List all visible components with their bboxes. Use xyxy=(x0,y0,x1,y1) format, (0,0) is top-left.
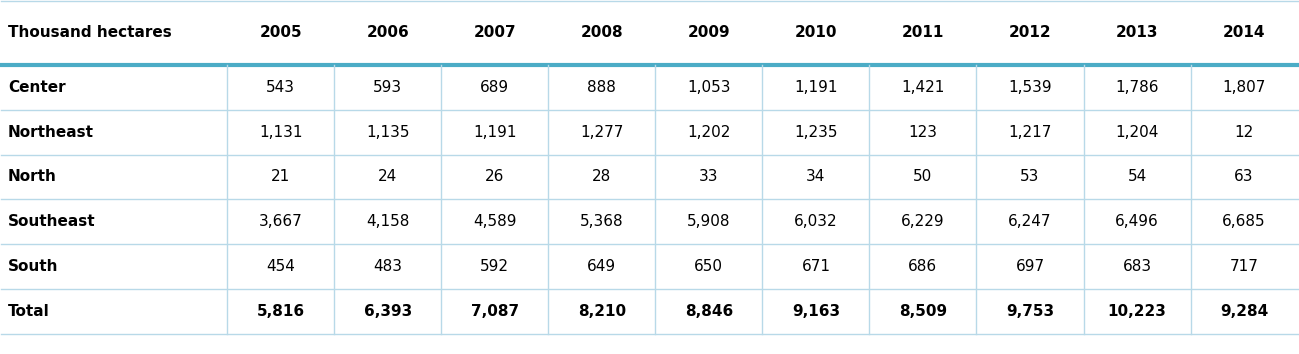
Text: 1,235: 1,235 xyxy=(794,125,838,139)
Text: Southeast: Southeast xyxy=(8,215,95,229)
Text: 1,191: 1,191 xyxy=(794,80,838,95)
Text: 6,393: 6,393 xyxy=(364,304,412,319)
Text: 9,753: 9,753 xyxy=(1005,304,1053,319)
Text: 671: 671 xyxy=(801,259,830,274)
Text: 1,053: 1,053 xyxy=(687,80,730,95)
Text: 650: 650 xyxy=(695,259,724,274)
Text: 26: 26 xyxy=(485,170,504,184)
Text: 1,131: 1,131 xyxy=(259,125,303,139)
Text: 683: 683 xyxy=(1122,259,1152,274)
Text: 8,846: 8,846 xyxy=(685,304,733,319)
Text: 54: 54 xyxy=(1128,170,1147,184)
Text: 483: 483 xyxy=(373,259,403,274)
Text: 53: 53 xyxy=(1020,170,1039,184)
Text: 2008: 2008 xyxy=(581,25,624,40)
Text: 697: 697 xyxy=(1016,259,1044,274)
Text: 649: 649 xyxy=(587,259,616,274)
Text: 1,786: 1,786 xyxy=(1116,80,1159,95)
Text: 2005: 2005 xyxy=(260,25,301,40)
Text: 2010: 2010 xyxy=(795,25,837,40)
Text: 1,421: 1,421 xyxy=(902,80,944,95)
Text: 1,204: 1,204 xyxy=(1116,125,1159,139)
Text: 21: 21 xyxy=(271,170,290,184)
Text: 1,191: 1,191 xyxy=(473,125,517,139)
Text: 2006: 2006 xyxy=(366,25,409,40)
Text: 1,539: 1,539 xyxy=(1008,80,1052,95)
Text: 689: 689 xyxy=(481,80,509,95)
Text: 543: 543 xyxy=(266,80,295,95)
Text: 9,163: 9,163 xyxy=(792,304,840,319)
Text: 6,247: 6,247 xyxy=(1008,215,1052,229)
Text: Total: Total xyxy=(8,304,49,319)
Text: 5,816: 5,816 xyxy=(257,304,305,319)
Text: 454: 454 xyxy=(266,259,295,274)
Text: 6,229: 6,229 xyxy=(902,215,944,229)
Text: Northeast: Northeast xyxy=(8,125,94,139)
Text: 5,368: 5,368 xyxy=(579,215,624,229)
Text: 10,223: 10,223 xyxy=(1108,304,1167,319)
Text: 63: 63 xyxy=(1234,170,1254,184)
Text: 2009: 2009 xyxy=(687,25,730,40)
Text: 123: 123 xyxy=(908,125,938,139)
Text: 4,589: 4,589 xyxy=(473,215,517,229)
Text: 1,135: 1,135 xyxy=(366,125,409,139)
Text: 9,284: 9,284 xyxy=(1220,304,1268,319)
Text: 33: 33 xyxy=(699,170,718,184)
Text: 8,210: 8,210 xyxy=(578,304,626,319)
Text: 2007: 2007 xyxy=(473,25,516,40)
Text: 50: 50 xyxy=(913,170,933,184)
Text: 2014: 2014 xyxy=(1222,25,1265,40)
Text: 8,509: 8,509 xyxy=(899,304,947,319)
Text: 1,202: 1,202 xyxy=(687,125,730,139)
Text: 6,496: 6,496 xyxy=(1115,215,1159,229)
Text: 7,087: 7,087 xyxy=(470,304,518,319)
Text: 1,217: 1,217 xyxy=(1008,125,1052,139)
Text: 2013: 2013 xyxy=(1116,25,1159,40)
Text: 6,032: 6,032 xyxy=(794,215,838,229)
Text: 5,908: 5,908 xyxy=(687,215,730,229)
Text: Center: Center xyxy=(8,80,65,95)
Text: 717: 717 xyxy=(1230,259,1259,274)
Text: 24: 24 xyxy=(378,170,397,184)
Text: 6,685: 6,685 xyxy=(1222,215,1267,229)
Text: 592: 592 xyxy=(481,259,509,274)
Text: 686: 686 xyxy=(908,259,938,274)
Text: 34: 34 xyxy=(807,170,826,184)
Text: 1,807: 1,807 xyxy=(1222,80,1265,95)
Text: North: North xyxy=(8,170,57,184)
Text: 2012: 2012 xyxy=(1008,25,1051,40)
Text: South: South xyxy=(8,259,58,274)
Text: 2011: 2011 xyxy=(902,25,944,40)
Text: 4,158: 4,158 xyxy=(366,215,409,229)
Text: 1,277: 1,277 xyxy=(581,125,624,139)
Text: 3,667: 3,667 xyxy=(259,215,303,229)
Text: 28: 28 xyxy=(592,170,612,184)
Text: 593: 593 xyxy=(373,80,403,95)
Text: Thousand hectares: Thousand hectares xyxy=(8,25,171,40)
Text: 12: 12 xyxy=(1234,125,1254,139)
Text: 888: 888 xyxy=(587,80,616,95)
